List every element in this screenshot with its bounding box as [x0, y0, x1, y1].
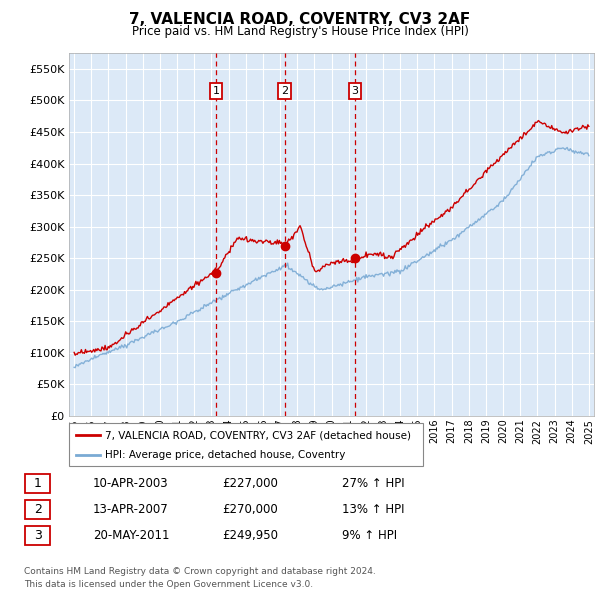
Text: 13-APR-2007: 13-APR-2007 — [93, 503, 169, 516]
Text: 7, VALENCIA ROAD, COVENTRY, CV3 2AF: 7, VALENCIA ROAD, COVENTRY, CV3 2AF — [130, 12, 470, 27]
Text: 1: 1 — [34, 477, 42, 490]
Text: 13% ↑ HPI: 13% ↑ HPI — [342, 503, 404, 516]
Text: 7, VALENCIA ROAD, COVENTRY, CV3 2AF (detached house): 7, VALENCIA ROAD, COVENTRY, CV3 2AF (det… — [105, 430, 411, 440]
Text: 9% ↑ HPI: 9% ↑ HPI — [342, 529, 397, 542]
Text: 20-MAY-2011: 20-MAY-2011 — [93, 529, 170, 542]
Text: 2: 2 — [281, 86, 289, 96]
Text: Contains HM Land Registry data © Crown copyright and database right 2024.
This d: Contains HM Land Registry data © Crown c… — [24, 568, 376, 589]
Text: 3: 3 — [34, 529, 42, 542]
Text: £227,000: £227,000 — [222, 477, 278, 490]
Text: 10-APR-2003: 10-APR-2003 — [93, 477, 169, 490]
Text: Price paid vs. HM Land Registry's House Price Index (HPI): Price paid vs. HM Land Registry's House … — [131, 25, 469, 38]
Text: 1: 1 — [212, 86, 220, 96]
Text: 2: 2 — [34, 503, 42, 516]
Text: 27% ↑ HPI: 27% ↑ HPI — [342, 477, 404, 490]
Text: HPI: Average price, detached house, Coventry: HPI: Average price, detached house, Cove… — [105, 450, 346, 460]
Text: £270,000: £270,000 — [222, 503, 278, 516]
Text: £249,950: £249,950 — [222, 529, 278, 542]
Text: 3: 3 — [352, 86, 359, 96]
